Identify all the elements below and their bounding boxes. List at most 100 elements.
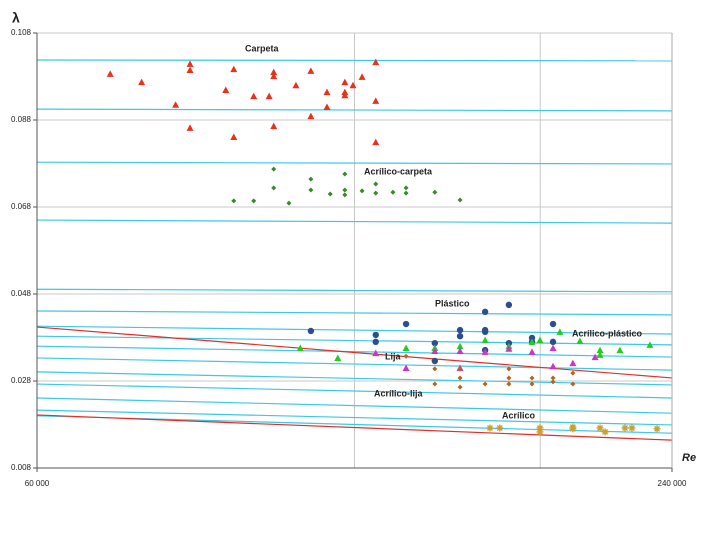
y-tick-label: 0.048 xyxy=(11,289,32,298)
data-point xyxy=(373,190,379,196)
series-label: Acrílico-lija xyxy=(374,388,424,398)
data-point xyxy=(486,424,494,432)
data-point xyxy=(569,425,577,433)
data-point xyxy=(550,375,556,381)
data-point xyxy=(372,97,380,104)
data-point xyxy=(431,357,439,365)
data-point xyxy=(186,124,194,131)
data-point xyxy=(390,189,396,195)
data-point xyxy=(308,176,314,182)
data-point xyxy=(372,331,379,339)
data-point xyxy=(482,381,488,387)
data-point xyxy=(536,336,544,344)
y-tick-label: 0.068 xyxy=(11,202,32,211)
data-point xyxy=(308,187,314,193)
data-point xyxy=(341,78,349,86)
data-point xyxy=(341,91,349,99)
series-label: Acrílico-plástico xyxy=(572,328,643,338)
data-point xyxy=(323,88,331,96)
data-point xyxy=(569,359,577,367)
reference-line xyxy=(36,383,673,399)
data-point xyxy=(270,72,278,80)
data-point xyxy=(372,349,380,357)
data-point xyxy=(456,326,464,334)
data-point xyxy=(172,101,180,108)
series-label: Acrílico xyxy=(502,410,536,420)
data-point xyxy=(481,336,489,344)
data-point xyxy=(596,424,604,432)
x-tick-label: 60 000 xyxy=(25,479,50,488)
reference-line xyxy=(36,414,673,441)
y-tick-label: 0.088 xyxy=(11,115,32,124)
data-point xyxy=(251,198,257,204)
data-point xyxy=(307,327,315,335)
data-point xyxy=(327,191,333,197)
data-point xyxy=(323,103,331,110)
data-point xyxy=(342,171,348,177)
series-label: Carpeta xyxy=(245,43,280,53)
data-point xyxy=(359,188,365,194)
reference-line xyxy=(36,219,673,224)
data-point xyxy=(106,70,114,77)
data-point xyxy=(372,58,380,66)
data-point xyxy=(186,66,194,73)
reference-line xyxy=(36,409,673,426)
data-point xyxy=(307,67,315,74)
data-point xyxy=(556,328,564,335)
data-point xyxy=(286,200,292,206)
data-point xyxy=(270,122,278,130)
data-point xyxy=(481,348,489,355)
data-point xyxy=(403,185,409,191)
reference-line xyxy=(36,335,673,346)
data-point xyxy=(481,328,489,336)
reference-line xyxy=(36,371,673,386)
data-point xyxy=(456,347,464,354)
data-point xyxy=(506,381,512,387)
data-point xyxy=(334,354,342,361)
data-point xyxy=(536,428,544,436)
reference-line xyxy=(36,397,673,414)
data-point xyxy=(576,337,584,344)
data-point xyxy=(529,381,535,387)
data-point xyxy=(653,425,661,433)
data-point xyxy=(358,73,366,80)
data-point xyxy=(402,320,410,328)
data-point xyxy=(601,428,609,436)
reference-line xyxy=(36,325,673,335)
data-point xyxy=(591,353,599,361)
data-point xyxy=(270,68,278,76)
data-point xyxy=(432,381,438,387)
data-point xyxy=(250,92,258,100)
data-point xyxy=(550,379,556,385)
series-label: Plástico xyxy=(435,298,470,308)
reference-line xyxy=(36,288,673,293)
data-point xyxy=(138,78,146,86)
data-point xyxy=(596,346,604,354)
reference-line xyxy=(36,59,673,62)
reference-line xyxy=(36,310,673,316)
reference-line xyxy=(36,161,673,165)
data-point xyxy=(431,339,439,347)
data-point xyxy=(230,65,238,73)
data-point xyxy=(222,86,230,93)
data-point xyxy=(231,198,237,204)
data-point xyxy=(265,92,273,100)
data-point xyxy=(549,344,557,351)
data-point xyxy=(646,341,654,348)
data-point xyxy=(536,424,544,432)
data-point xyxy=(596,351,604,358)
data-point xyxy=(271,166,277,172)
data-point xyxy=(570,370,576,376)
data-point xyxy=(456,342,464,350)
data-point xyxy=(230,133,238,140)
data-point xyxy=(481,308,489,316)
data-point xyxy=(292,81,300,89)
data-point xyxy=(628,424,636,432)
data-point xyxy=(505,301,513,309)
data-point xyxy=(496,424,504,432)
x-axis-label: Re xyxy=(682,452,696,464)
data-point xyxy=(349,81,357,89)
data-point xyxy=(457,375,463,381)
data-point xyxy=(307,112,315,120)
